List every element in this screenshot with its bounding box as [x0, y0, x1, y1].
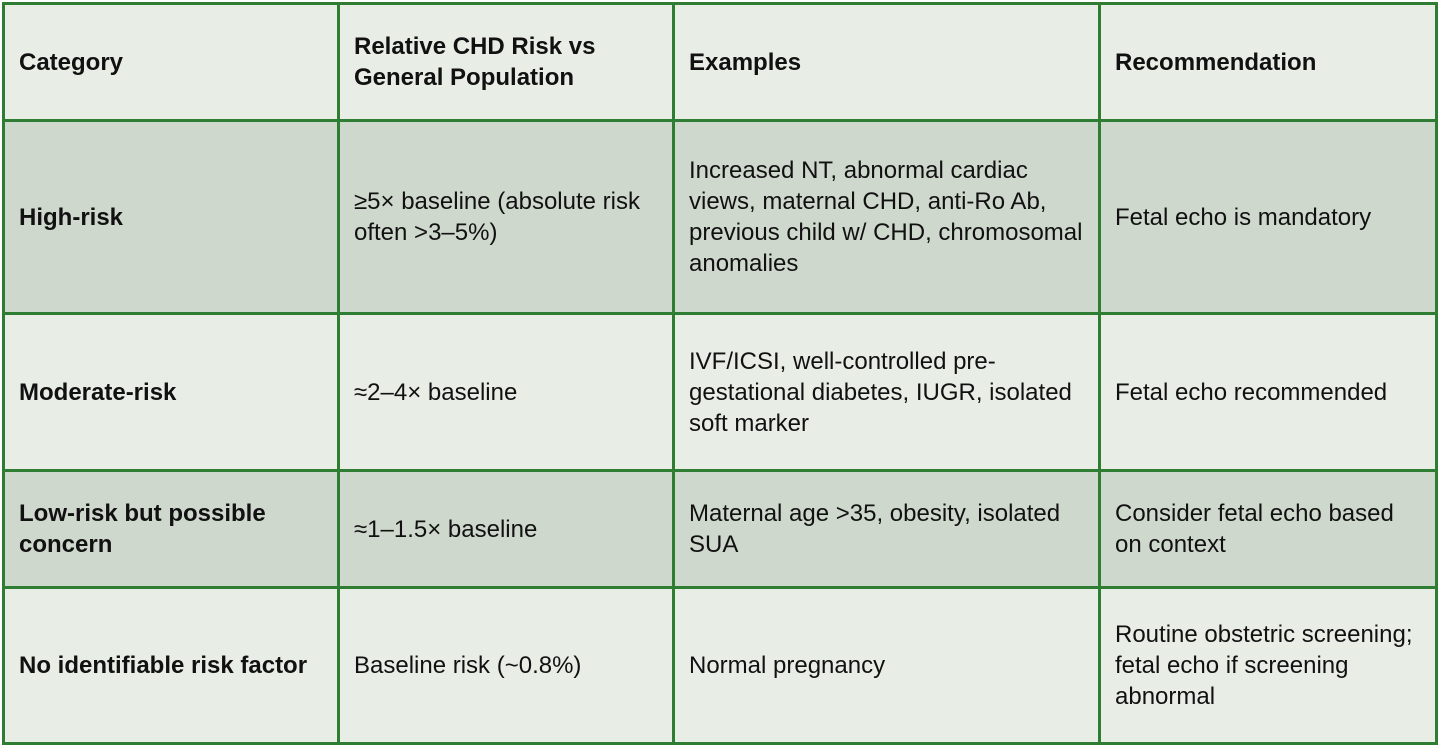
cell-risk: ≈2–4× baseline [337, 312, 675, 472]
table-row: High-risk ≥5× baseline (absolute risk of… [2, 119, 1438, 315]
cell-category: High-risk [2, 119, 340, 315]
header-relative-risk: Relative CHD Risk vs General Population [337, 2, 675, 122]
table-header-row: Category Relative CHD Risk vs General Po… [2, 2, 1438, 122]
cell-recommendation: Fetal echo is mandatory [1098, 119, 1438, 315]
cell-recommendation: Fetal echo recommended [1098, 312, 1438, 472]
cell-examples: Normal pregnancy [672, 586, 1101, 745]
cell-risk: Baseline risk (~0.8%) [337, 586, 675, 745]
cell-risk: ≥5× baseline (absolute risk often >3–5%) [337, 119, 675, 315]
cell-recommendation: Routine obstetric screening; fetal echo … [1098, 586, 1438, 745]
table-row: No identifiable risk factor Baseline ris… [2, 586, 1438, 745]
table-row: Low-risk but possible concern ≈1–1.5× ba… [2, 469, 1438, 589]
cell-recommendation: Consider fetal echo based on context [1098, 469, 1438, 589]
table-row: Moderate-risk ≈2–4× baseline IVF/ICSI, w… [2, 312, 1438, 472]
cell-examples: IVF/ICSI, well-controlled pre-gestationa… [672, 312, 1101, 472]
cell-category: No identifiable risk factor [2, 586, 340, 745]
cell-category: Low-risk but possible concern [2, 469, 340, 589]
header-recommendation: Recommendation [1098, 2, 1438, 122]
cell-risk: ≈1–1.5× baseline [337, 469, 675, 589]
header-examples: Examples [672, 2, 1101, 122]
cell-category: Moderate-risk [2, 312, 340, 472]
cell-examples: Increased NT, abnormal cardiac views, ma… [672, 119, 1101, 315]
header-category: Category [2, 2, 340, 122]
cell-examples: Maternal age >35, obesity, isolated SUA [672, 469, 1101, 589]
